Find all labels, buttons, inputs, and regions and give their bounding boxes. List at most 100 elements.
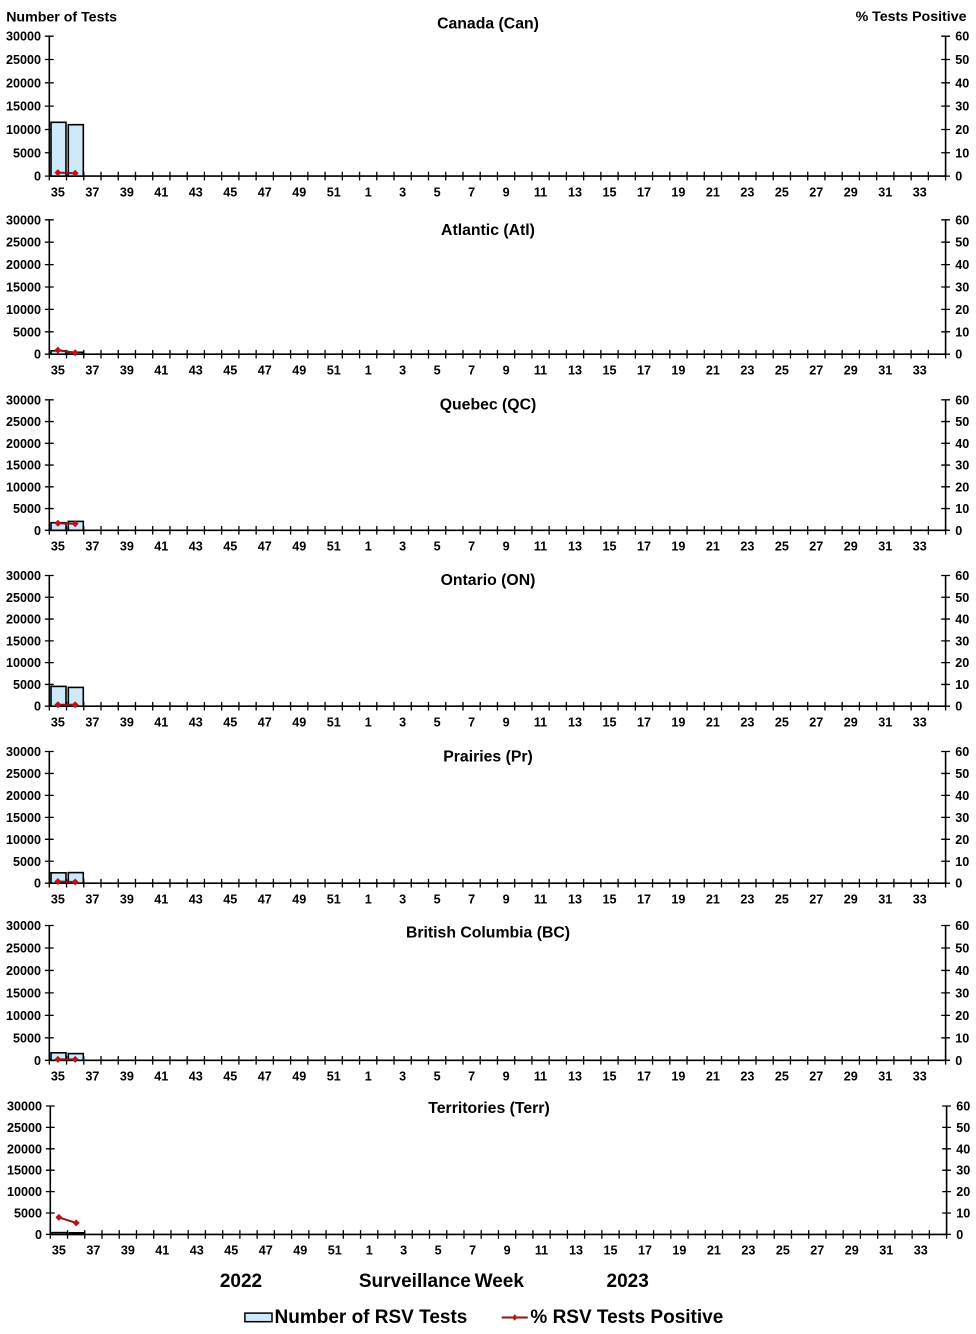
svg-text:0: 0 xyxy=(955,348,962,362)
svg-text:35: 35 xyxy=(51,1070,65,1084)
svg-text:31: 31 xyxy=(878,540,892,554)
svg-text:25000: 25000 xyxy=(6,591,41,605)
svg-text:19: 19 xyxy=(671,892,685,906)
svg-text:27: 27 xyxy=(809,715,823,729)
svg-text:10000: 10000 xyxy=(6,123,41,137)
svg-text:11: 11 xyxy=(534,892,547,906)
svg-text:35: 35 xyxy=(51,185,65,199)
svg-text:51: 51 xyxy=(327,363,341,377)
svg-text:33: 33 xyxy=(913,892,927,906)
svg-text:25: 25 xyxy=(775,715,789,729)
svg-text:31: 31 xyxy=(878,715,892,729)
svg-text:23: 23 xyxy=(741,1244,755,1258)
svg-text:21: 21 xyxy=(706,363,720,377)
svg-text:15: 15 xyxy=(602,715,616,729)
svg-text:30: 30 xyxy=(955,459,969,473)
svg-text:5: 5 xyxy=(434,363,441,377)
svg-text:20000: 20000 xyxy=(6,76,41,90)
svg-text:47: 47 xyxy=(258,363,272,377)
svg-text:25000: 25000 xyxy=(6,942,41,956)
svg-text:30000: 30000 xyxy=(6,30,41,44)
svg-text:25: 25 xyxy=(775,363,789,377)
svg-text:41: 41 xyxy=(154,185,168,199)
svg-text:13: 13 xyxy=(568,540,582,554)
svg-text:20000: 20000 xyxy=(6,613,41,627)
svg-text:41: 41 xyxy=(154,715,168,729)
svg-text:Surveillance Week: Surveillance Week xyxy=(359,1271,524,1292)
svg-text:51: 51 xyxy=(327,185,341,199)
svg-text:30000: 30000 xyxy=(6,569,41,583)
svg-text:35: 35 xyxy=(52,1244,66,1258)
svg-text:40: 40 xyxy=(955,437,969,451)
svg-text:19: 19 xyxy=(671,1070,685,1084)
svg-text:1: 1 xyxy=(365,1070,372,1084)
svg-text:25000: 25000 xyxy=(6,767,41,781)
svg-text:0: 0 xyxy=(35,1228,42,1242)
svg-text:15000: 15000 xyxy=(6,811,41,825)
svg-text:60: 60 xyxy=(955,569,969,583)
svg-text:39: 39 xyxy=(120,715,134,729)
svg-text:3: 3 xyxy=(399,892,406,906)
svg-text:29: 29 xyxy=(844,363,858,377)
svg-text:39: 39 xyxy=(120,540,134,554)
svg-text:0: 0 xyxy=(955,170,962,184)
svg-text:0: 0 xyxy=(34,524,41,538)
svg-text:13: 13 xyxy=(568,715,582,729)
svg-text:45: 45 xyxy=(223,363,237,377)
svg-text:49: 49 xyxy=(292,363,306,377)
svg-text:2022: 2022 xyxy=(220,1271,262,1292)
svg-text:41: 41 xyxy=(154,363,168,377)
svg-text:5000: 5000 xyxy=(14,1207,42,1221)
svg-text:45: 45 xyxy=(223,1070,237,1084)
svg-text:50: 50 xyxy=(955,415,969,429)
svg-text:20: 20 xyxy=(955,656,969,670)
svg-text:31: 31 xyxy=(878,185,892,199)
svg-text:15: 15 xyxy=(602,892,616,906)
svg-text:47: 47 xyxy=(259,1244,273,1258)
svg-text:21: 21 xyxy=(706,715,720,729)
svg-text:29: 29 xyxy=(845,1244,859,1258)
svg-text:37: 37 xyxy=(86,1244,100,1258)
svg-text:37: 37 xyxy=(85,892,99,906)
svg-text:30: 30 xyxy=(955,100,969,114)
svg-text:10: 10 xyxy=(955,678,969,692)
svg-text:2023: 2023 xyxy=(607,1271,649,1292)
svg-text:47: 47 xyxy=(258,715,272,729)
svg-text:15: 15 xyxy=(602,1070,616,1084)
svg-text:3: 3 xyxy=(399,1070,406,1084)
svg-text:9: 9 xyxy=(503,540,510,554)
svg-text:13: 13 xyxy=(568,363,582,377)
svg-text:10000: 10000 xyxy=(6,303,41,317)
svg-text:0: 0 xyxy=(34,877,41,891)
svg-text:19: 19 xyxy=(671,540,685,554)
svg-text:10000: 10000 xyxy=(7,1185,42,1199)
svg-text:43: 43 xyxy=(189,185,203,199)
svg-text:10000: 10000 xyxy=(6,833,41,847)
svg-text:45: 45 xyxy=(224,1244,238,1258)
svg-text:45: 45 xyxy=(223,892,237,906)
svg-text:37: 37 xyxy=(85,540,99,554)
svg-text:11: 11 xyxy=(534,540,547,554)
svg-text:1: 1 xyxy=(365,715,372,729)
svg-text:19: 19 xyxy=(672,1244,686,1258)
svg-text:15: 15 xyxy=(602,185,616,199)
svg-text:29: 29 xyxy=(844,892,858,906)
svg-text:27: 27 xyxy=(809,363,823,377)
svg-text:17: 17 xyxy=(637,1070,651,1084)
svg-text:40: 40 xyxy=(956,1142,970,1156)
svg-text:23: 23 xyxy=(740,1070,754,1084)
svg-text:9: 9 xyxy=(503,1070,510,1084)
svg-text:51: 51 xyxy=(327,1070,341,1084)
svg-text:47: 47 xyxy=(258,185,272,199)
svg-text:60: 60 xyxy=(955,30,969,44)
svg-text:41: 41 xyxy=(154,540,168,554)
svg-text:29: 29 xyxy=(844,715,858,729)
svg-text:15: 15 xyxy=(602,363,616,377)
svg-text:9: 9 xyxy=(503,363,510,377)
svg-text:50: 50 xyxy=(955,591,969,605)
svg-text:7: 7 xyxy=(468,185,475,199)
svg-text:30: 30 xyxy=(955,634,969,648)
svg-text:5: 5 xyxy=(434,540,441,554)
svg-text:13: 13 xyxy=(568,892,582,906)
svg-text:41: 41 xyxy=(154,892,168,906)
